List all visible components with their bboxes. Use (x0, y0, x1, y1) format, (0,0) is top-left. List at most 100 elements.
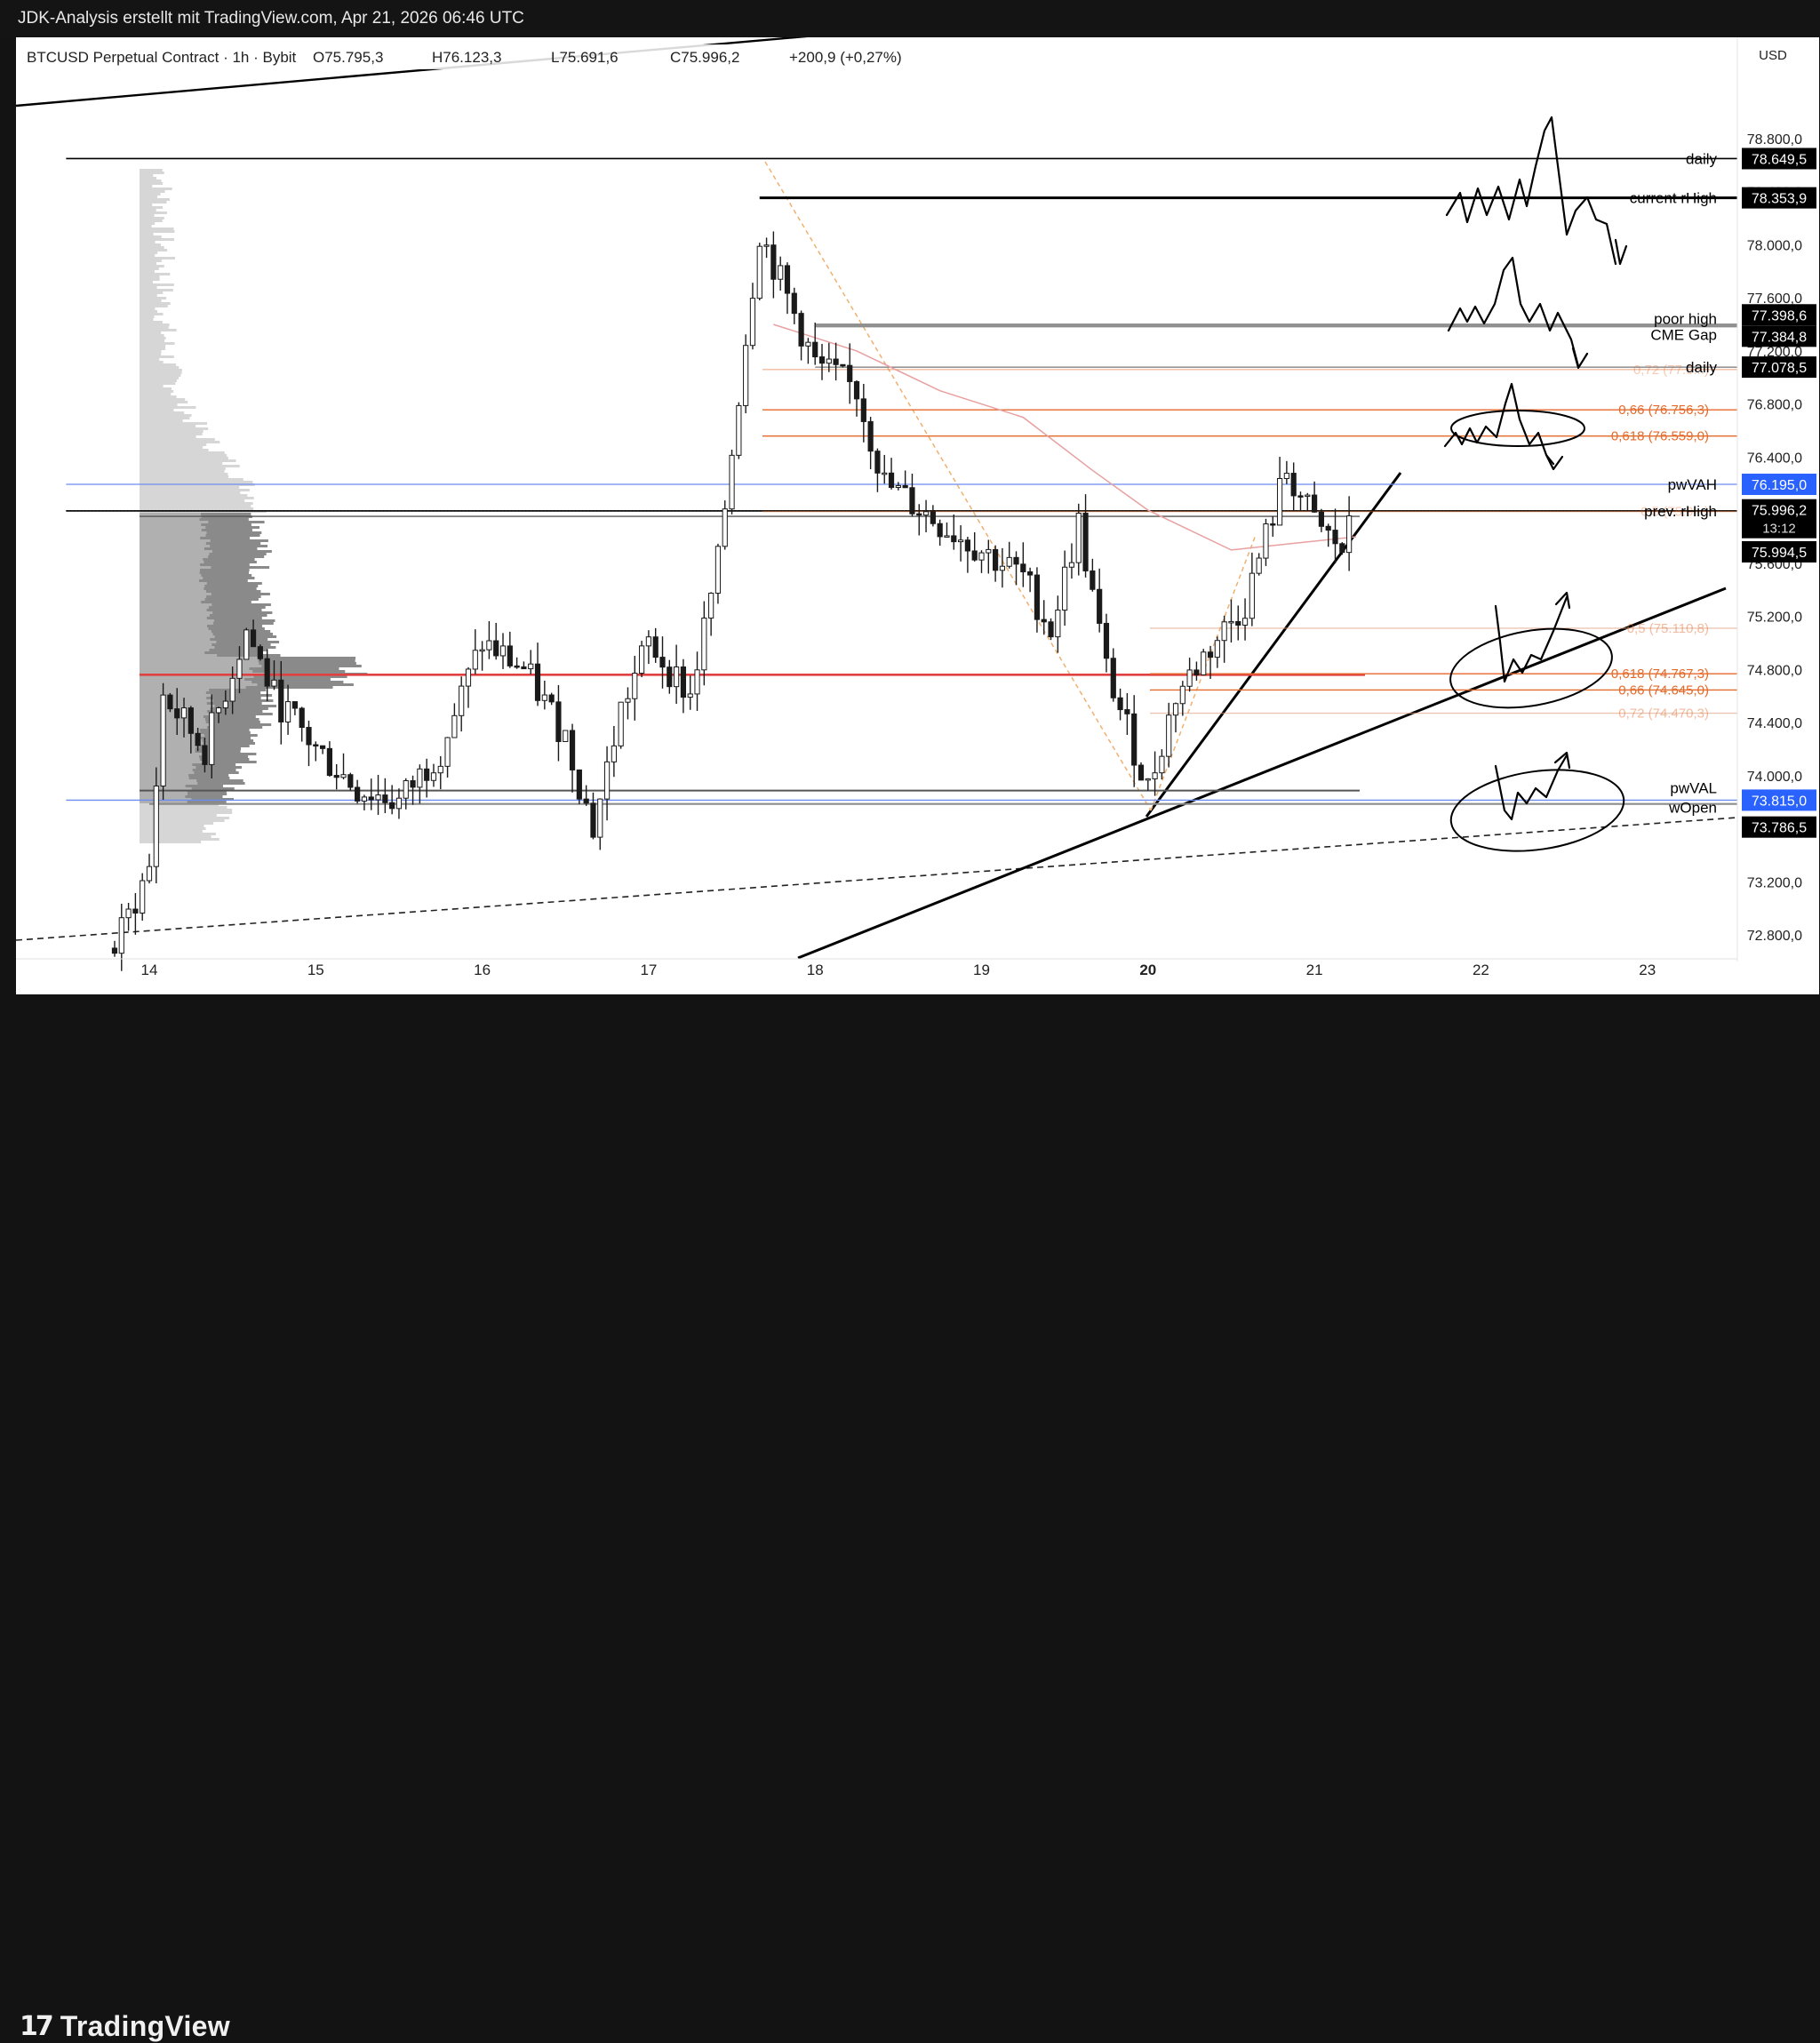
level-tag-4[interactable] (1742, 356, 1816, 379)
fib-label-upper-1: 0,66 (76.756,3) (1618, 403, 1709, 418)
x-tick-2: 16 (474, 962, 491, 978)
x-tick-3: 17 (640, 962, 657, 978)
scenario-path-2 (1447, 256, 1580, 368)
scenario-arrow-3 (1545, 453, 1564, 471)
level-tag-value-9: 73.786,5 (1752, 821, 1807, 836)
level-tag-value-8: 73.815,0 (1752, 794, 1807, 809)
legend-open: O75.795,3 (313, 49, 383, 66)
level-tag-value-3: 77.384,8 (1752, 330, 1807, 345)
circle-fib-zone-lower (1449, 627, 1613, 709)
y-tick-10: 74.800,0 (1747, 663, 1802, 678)
x-tick-6: 20 (1139, 962, 1156, 978)
scenario-path-4 (1494, 595, 1569, 683)
level-tag-value-4: 77.078,5 (1752, 361, 1807, 376)
level-tag-3[interactable] (1742, 325, 1816, 347)
level-label-3: poor high (1654, 310, 1717, 327)
volume-profile (140, 169, 368, 843)
scenario-arrow-1 (1614, 238, 1628, 266)
legend-close: C75.996,2 (670, 49, 739, 66)
level-tag-value-2: 77.398,6 (1752, 308, 1807, 323)
tradingview-mark-icon: 17 (20, 2011, 54, 2042)
y-tick-6: 76.400,0 (1747, 451, 1802, 466)
y-tick-11: 74.400,0 (1747, 716, 1802, 731)
tradingview-wordmark: TradingView (60, 2010, 230, 2042)
x-tick-7: 21 (1306, 962, 1323, 978)
fib-label-lower-2: 0,66 (74.645,0) (1618, 682, 1709, 698)
scenario-arrow-4 (1554, 591, 1571, 610)
trendline-support-steep (1145, 472, 1402, 818)
symbol-legend[interactable]: BTCUSD Perpetual Contract · 1h · Bybit O7… (23, 44, 902, 69)
scenario-arrow-5 (1553, 751, 1571, 770)
level-label-1: current rHigh (1630, 190, 1717, 207)
x-tick-8: 22 (1473, 962, 1489, 978)
level-tags: 78.649,5 78.353,9 77.398,6 77.384,8 77.078,5… (1630, 148, 1816, 838)
x-tick-9: 23 (1639, 962, 1656, 978)
level-label-5: pwVAH (1668, 476, 1717, 493)
circle-pwval-zone (1449, 769, 1625, 852)
x-tick-5: 19 (973, 962, 990, 978)
watermark-bar: JDK-Analysis erstellt mit TradingView.co… (0, 0, 1820, 37)
currency-label: USD (1759, 48, 1787, 63)
scenario-path-5 (1494, 754, 1569, 821)
trendline-support-long (797, 587, 1727, 960)
level-tag-value-6: 75.996,2 (1752, 504, 1807, 519)
level-tag-5[interactable] (1742, 474, 1816, 496)
level-tag-value-1: 78.353,9 (1752, 192, 1807, 207)
legend-symbol: BTCUSD Perpetual Contract · 1h · Bybit (27, 49, 297, 66)
vwap-line (773, 323, 1356, 551)
y-tick-0: 78.800,0 (1747, 132, 1802, 148)
level-tag-1[interactable] (1742, 187, 1816, 209)
circle-fib-zone-upper (1450, 410, 1585, 447)
tradingview-logo[interactable]: 17 TradingView (20, 2010, 230, 2043)
hand-drawn-scenarios (1443, 116, 1628, 821)
fib-label-upper-3: 0,5 (75.9...) (1640, 505, 1709, 520)
scenario-path-3 (1443, 382, 1555, 466)
time-axis[interactable]: 14 15 16 17 18 19 20 21 22 23 (16, 958, 1737, 978)
level-tag-6[interactable] (1742, 499, 1816, 539)
author-credit: JDK-Analysis erstellt mit TradingView.co… (18, 9, 524, 28)
level-tag-value-7: 75.994,5 (1752, 546, 1807, 561)
chart-frame[interactable]: 0,72 (77.0...) 0,66 (76.756,3) 0,618 (76.5… (16, 37, 1819, 994)
level-label-4: daily (1686, 359, 1717, 376)
fib-anchor-line (764, 161, 1152, 811)
price-chart[interactable]: 0,72 (77.0...) 0,66 (76.756,3) 0,618 (76.5… (16, 37, 1819, 994)
x-tick-1: 15 (307, 962, 324, 978)
level-tag-value-0: 78.649,5 (1752, 152, 1807, 167)
level-tag-0[interactable] (1742, 148, 1816, 170)
candles (111, 231, 1353, 971)
y-tick-12: 74.000,0 (1747, 770, 1802, 785)
level-label-9: wOpen (1668, 800, 1717, 817)
legend-high: H76.123,3 (432, 49, 501, 66)
fib-label-lower-3: 0,72 (74.470,3) (1618, 706, 1709, 722)
scenario-path-1 (1445, 116, 1617, 266)
y-tick-5: 76.800,0 (1747, 398, 1802, 413)
symbol-legend-bg (23, 44, 787, 69)
key-levels (66, 157, 1737, 805)
y-tick-2: 78.000,0 (1747, 238, 1802, 253)
level-tag-value-5: 76.195,0 (1752, 478, 1807, 493)
fib-label-lower-1: 0,618 (74.767,3) (1611, 666, 1709, 682)
level-label-3-b: CME Gap (1650, 326, 1717, 343)
level-label-0: daily (1686, 150, 1717, 167)
level-label-8: pwVAL (1670, 779, 1717, 796)
y-tick-14: 73.200,0 (1747, 875, 1802, 890)
level-tag-9[interactable] (1742, 816, 1816, 838)
y-tick-3: 77.600,0 (1747, 291, 1802, 307)
legend-change: +200,9 (+0,27%) (789, 49, 902, 66)
candle-countdown: 13:12 (1762, 522, 1796, 537)
footer-bar: 17 TradingView (0, 994, 1820, 2042)
level-tag-8[interactable] (1742, 789, 1816, 811)
level-tag-2[interactable] (1742, 304, 1816, 326)
y-tick-9: 75.200,0 (1747, 611, 1802, 626)
y-tick-4: 77.200,0 (1747, 345, 1802, 360)
x-tick-4: 18 (807, 962, 824, 978)
fib-label-upper-0: 0,72 (77.0...) (1633, 363, 1709, 378)
level-tag-7[interactable] (1742, 540, 1816, 563)
fib-label-lower-0: 0,5 (75.110,8) (1627, 621, 1709, 636)
legend-low: L75.691,6 (551, 49, 619, 66)
scenario-arrow-2 (1571, 347, 1589, 370)
x-tick-0: 14 (141, 962, 158, 978)
level-label-7: prev. rHigh (1644, 503, 1717, 520)
fib-label-upper-2: 0,618 (76.559,0) (1611, 429, 1709, 444)
y-tick-15: 72.800,0 (1747, 929, 1802, 944)
